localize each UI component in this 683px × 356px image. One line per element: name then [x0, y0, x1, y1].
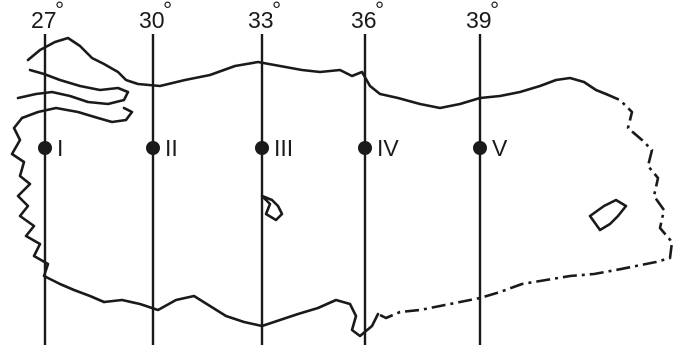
marmara-north-shore [16, 68, 130, 106]
aegean-coastline [10, 116, 106, 304]
meridian-degree-label: 27 [31, 7, 57, 33]
meridian-degree-label: 30 [139, 7, 165, 33]
location-point [358, 141, 372, 155]
mediterranean-coastline [102, 294, 380, 338]
meridian-36: 36° IV [351, 0, 399, 345]
location-point [38, 141, 52, 155]
land-border [377, 92, 674, 320]
point-label: V [492, 135, 508, 161]
degree-symbol: ° [55, 0, 64, 23]
degree-symbol: ° [375, 0, 384, 23]
location-point [146, 141, 160, 155]
meridian-27: 27° I [31, 0, 64, 345]
lake-van [588, 198, 628, 232]
north-coastline [26, 36, 608, 110]
location-point [473, 141, 487, 155]
point-label: IV [377, 135, 399, 161]
meridian-39: 39° V [466, 0, 508, 345]
meridian-degree-label: 33 [248, 7, 274, 33]
degree-symbol: ° [490, 0, 499, 23]
meridian-degree-label: 36 [351, 7, 377, 33]
location-point [255, 141, 269, 155]
degree-symbol: ° [272, 0, 281, 23]
meridian-33: 33° III [248, 0, 293, 345]
point-label: III [274, 135, 293, 161]
meridian-30: 30° II [139, 0, 178, 345]
point-label: I [57, 135, 63, 161]
point-label: II [165, 135, 178, 161]
country-outline [10, 36, 628, 338]
lake-tuz [260, 194, 284, 222]
degree-symbol: ° [163, 0, 172, 23]
meridian-degree-label: 39 [466, 7, 492, 33]
marmara-south-shore [20, 106, 134, 124]
